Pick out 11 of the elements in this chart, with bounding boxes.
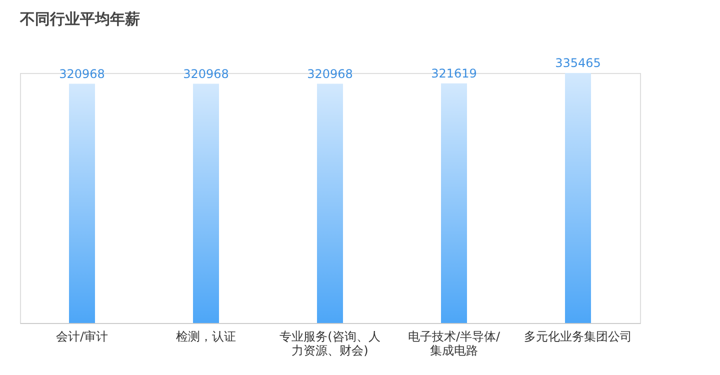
data-label: 335465 [555,56,601,70]
chart-title: 不同行业平均年薪 [19,10,140,28]
x-tick-label: 多元化业务集团公司 [524,330,632,344]
data-label: 320968 [307,66,353,81]
x-tick-label: 检测，认证 [176,330,236,344]
data-label: 320968 [59,66,105,81]
data-label: 320968 [183,66,229,81]
x-tick-label: 会计/审计 [56,330,108,344]
data-label: 321619 [431,66,477,80]
x-tick-label: 专业服务(咨询、人力资源、财会) [280,330,380,358]
x-tick-label: 电子技术/半导体/集成电路 [408,330,501,358]
